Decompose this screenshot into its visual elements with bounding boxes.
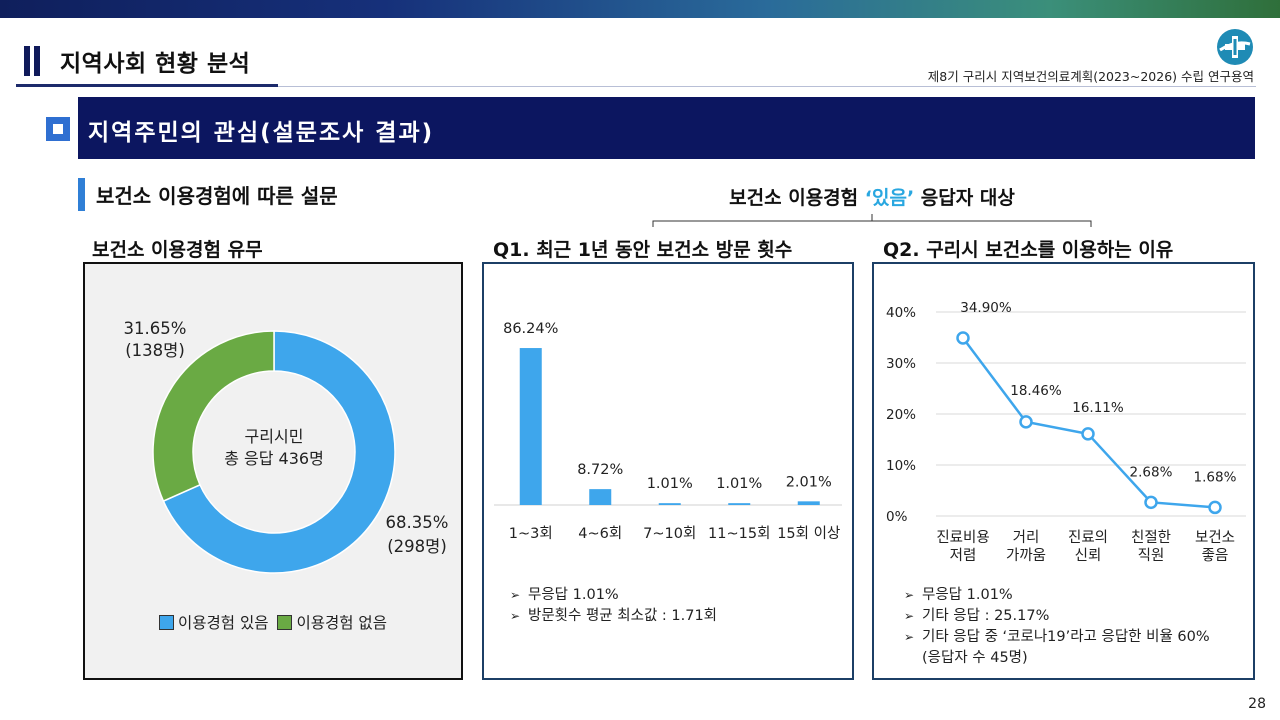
y-tick-label: 0% bbox=[886, 509, 908, 525]
project-title: 제8기 구리시 지역보건의료계획(2023~2026) 수립 연구용역 bbox=[927, 69, 1254, 84]
guri-health-logo-icon bbox=[1217, 29, 1253, 65]
line-category-label: 좋음 bbox=[1202, 548, 1229, 564]
usage-reason-notes: 무응답 1.01% 기타 응답 : 25.17% 기타 응답 중 ‘코로나19’… bbox=[904, 585, 1210, 669]
line-category-label: 진료비용 bbox=[936, 529, 989, 546]
scope-prefix: 보건소 이용경험 bbox=[729, 187, 865, 209]
donut-label-no-pct: 31.65% bbox=[124, 319, 187, 338]
subheading-marker bbox=[78, 178, 85, 211]
legend-item-yes: 이용경험 있음 bbox=[159, 614, 269, 632]
panel2-title: Q1. 최근 1년 동안 보건소 방문 횟수 bbox=[493, 239, 793, 261]
line-category-label: 가까움 bbox=[1006, 547, 1046, 564]
page-number: 28 bbox=[1248, 696, 1266, 712]
note-item: 기타 응답 : 25.17% bbox=[904, 606, 1210, 627]
line-category-label: 저렴 bbox=[950, 547, 977, 564]
bar-data-label: 8.72% bbox=[577, 462, 623, 478]
line-category-label: 직원 bbox=[1138, 547, 1165, 564]
donut-center-line1: 구리시민 bbox=[245, 427, 304, 446]
legend-swatch-yes bbox=[159, 615, 175, 630]
y-tick-label: 40% bbox=[886, 305, 916, 321]
note-item: 방문횟수 평균 최소값 : 1.71회 bbox=[510, 606, 717, 627]
line-category-label: 신뢰 bbox=[1075, 547, 1102, 564]
y-tick-label: 30% bbox=[886, 356, 916, 372]
bar-data-label: 86.24% bbox=[503, 321, 558, 337]
donut-label-yes-count: (298명) bbox=[387, 537, 447, 556]
line-point bbox=[1081, 427, 1095, 441]
bar-data-label: 1.01% bbox=[647, 476, 693, 492]
donut-chart: 구리시민 총 응답 436명 31.65% (138명) 68.35% (298… bbox=[124, 319, 449, 574]
donut-slice-yes bbox=[162, 330, 396, 574]
section-marker bbox=[24, 46, 42, 76]
section-title: 지역사회 현황 분석 bbox=[60, 51, 251, 77]
bar bbox=[797, 501, 820, 505]
bar bbox=[519, 348, 542, 505]
line-data-label: 18.46% bbox=[1010, 383, 1062, 399]
subheading: 보건소 이용경험에 따른 설문 bbox=[96, 184, 338, 208]
bar-category-label: 11~15회 bbox=[708, 525, 770, 542]
line-category-label: 친절한 bbox=[1131, 529, 1171, 546]
visit-count-notes: 무응답 1.01% 방문횟수 평균 최소값 : 1.71회 bbox=[510, 585, 717, 627]
line-data-label: 16.11% bbox=[1072, 400, 1124, 416]
donut-slice-no bbox=[152, 330, 275, 503]
title-banner: 지역주민의 관심(설문조사 결과) bbox=[78, 97, 1255, 159]
legend-label-no: 이용경험 없음 bbox=[296, 614, 387, 632]
donut-legend: 이용경험 있음 이용경험 없음 bbox=[85, 611, 461, 633]
target-respondents-note: 보건소 이용경험 ‘있음’ 응답자 대상 bbox=[652, 183, 1092, 210]
line-data-label: 34.90% bbox=[960, 300, 1012, 316]
line-category-label: 보건소 bbox=[1195, 529, 1235, 546]
note-item: 무응답 1.01% bbox=[510, 585, 717, 606]
bar bbox=[728, 503, 751, 505]
line-point bbox=[1208, 500, 1222, 515]
donut-label-yes-pct: 68.35% bbox=[386, 513, 449, 532]
bar bbox=[589, 489, 612, 505]
y-tick-label: 10% bbox=[886, 458, 916, 474]
line-data-label: 1.68% bbox=[1194, 469, 1237, 485]
legend-label-yes: 이용경험 있음 bbox=[178, 614, 269, 632]
line-data-label: 2.68% bbox=[1130, 464, 1173, 480]
bar-category-label: 7~10회 bbox=[643, 525, 696, 542]
line-point bbox=[1144, 495, 1158, 510]
banner-title: 지역주민의 관심(설문조사 결과) bbox=[88, 120, 435, 146]
section-underline bbox=[16, 84, 278, 87]
donut-label-no-count: (138명) bbox=[125, 341, 185, 360]
panel3-title: Q2. 구리시 보건소를 이용하는 이유 bbox=[883, 239, 1174, 261]
header-divider bbox=[16, 86, 1256, 87]
bar-category-label: 15회 이상 bbox=[777, 525, 840, 542]
donut-center-line2: 총 응답 436명 bbox=[224, 449, 324, 468]
line-point bbox=[956, 331, 970, 345]
bar-data-label: 1.01% bbox=[716, 476, 762, 492]
line-category-label: 거리 bbox=[1013, 529, 1040, 546]
bar-category-label: 1~3회 bbox=[509, 525, 553, 542]
usage-reason-panel: 0% 10% 20% 30% 40% 34.90% 진료비용 저렴 18.46% 거리 가까움 16.… bbox=[872, 262, 1255, 680]
bar-data-label: 2.01% bbox=[786, 474, 832, 490]
line-point bbox=[1019, 415, 1033, 429]
scope-suffix: 응답자 대상 bbox=[914, 187, 1015, 209]
note-item: 무응답 1.01% bbox=[904, 585, 1210, 606]
line-category-label: 진료의 bbox=[1068, 529, 1108, 546]
visit-count-panel: 86.24% 1~3회 8.72% 4~6회 1.01% 7~10회 1.01% 11~15회… bbox=[482, 262, 854, 680]
scope-brace bbox=[652, 214, 1092, 227]
bar-category-label: 4~6회 bbox=[578, 525, 622, 542]
banner-square-icon bbox=[46, 117, 70, 141]
usage-experience-panel: 구리시민 총 응답 436명 31.65% (138명) 68.35% (298… bbox=[83, 262, 463, 680]
y-tick-label: 20% bbox=[886, 407, 916, 423]
note-item: (응답자 수 45명) bbox=[922, 650, 1028, 666]
top-gradient-bar bbox=[0, 0, 1280, 18]
note-item: 기타 응답 중 ‘코로나19’라고 응답한 비율 60% bbox=[904, 627, 1210, 648]
bar bbox=[658, 503, 681, 505]
legend-item-no: 이용경험 없음 bbox=[277, 614, 387, 632]
bar-chart: 86.24% 1~3회 8.72% 4~6회 1.01% 7~10회 1.01% 11~15회… bbox=[494, 321, 842, 542]
scope-highlight: ‘있음’ bbox=[864, 187, 915, 209]
legend-swatch-no bbox=[277, 615, 293, 630]
panel1-title: 보건소 이용경험 유무 bbox=[92, 239, 263, 261]
